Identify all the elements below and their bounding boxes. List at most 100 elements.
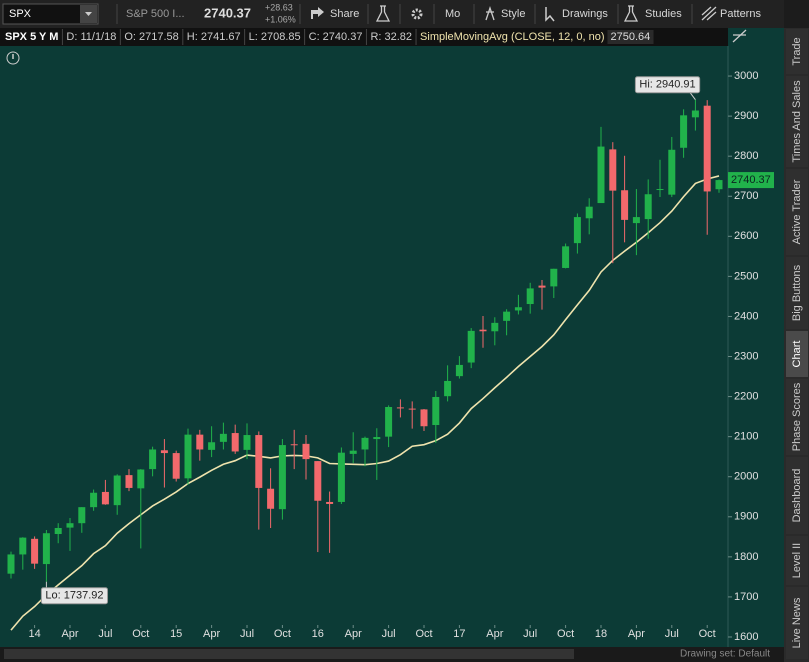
candle-body — [302, 443, 310, 460]
candle-body — [396, 407, 404, 409]
y-tick-label: 2200 — [734, 390, 758, 402]
y-tick-label: 2400 — [734, 310, 758, 322]
style-icon[interactable] — [485, 5, 495, 21]
candle-body — [656, 189, 664, 191]
sidebar-tab-label[interactable]: Chart — [791, 341, 803, 368]
candle-body — [703, 105, 711, 192]
candle-body — [385, 407, 393, 437]
candle-body — [267, 488, 275, 509]
candle-body — [90, 492, 98, 508]
sidebar-tab[interactable] — [786, 457, 808, 534]
sidebar-tab[interactable] — [786, 379, 808, 455]
share-button[interactable]: Share — [330, 8, 359, 20]
sidebar-tab-label[interactable]: Active Trader — [791, 179, 803, 244]
sidebar-tab-label[interactable]: Level II — [791, 543, 803, 578]
style-button[interactable]: Style — [501, 8, 525, 20]
candle-body — [467, 330, 475, 363]
y-tick-label: 1900 — [734, 511, 758, 523]
candle-body — [632, 217, 640, 224]
y-tick-label: 2100 — [734, 431, 758, 443]
sidebar-tab-label[interactable]: Dashboard — [791, 469, 803, 523]
sidebar-tab-label[interactable]: Big Buttons — [791, 264, 803, 321]
last-price-label: 2740.37 — [731, 174, 771, 186]
x-tick-label: Apr — [486, 628, 503, 640]
share-icon[interactable] — [311, 7, 324, 19]
plot-area — [0, 28, 728, 647]
candle-body — [113, 475, 121, 506]
candle-body — [538, 285, 546, 288]
candle-body — [196, 434, 204, 450]
x-tick-label: Jul — [98, 628, 112, 640]
sidebar-tab[interactable] — [786, 257, 808, 329]
period-button[interactable]: Mo — [445, 8, 460, 20]
x-tick-label: Apr — [628, 628, 645, 640]
drawing-tool-icon[interactable] — [732, 29, 747, 43]
y-tick-label: 1800 — [734, 551, 758, 563]
header-item: H: 2741.67 — [187, 31, 241, 43]
flask-icon[interactable] — [375, 5, 391, 22]
toolbar — [0, 0, 784, 28]
sidebar-tab-label[interactable]: Times And Sales — [791, 80, 803, 163]
x-tick-label: Jul — [665, 628, 679, 640]
candle-body — [455, 364, 463, 377]
sidebar-tab-label[interactable]: Live News — [791, 597, 803, 648]
x-tick-label: Jul — [240, 628, 254, 640]
symbol-box[interactable] — [2, 3, 99, 25]
header-item: R: 32.82 — [370, 31, 412, 43]
x-tick-label: Oct — [557, 628, 574, 640]
alert-icon[interactable] — [6, 51, 20, 65]
candle-body — [314, 461, 322, 501]
scrollbar[interactable] — [4, 649, 574, 659]
candle-body — [184, 434, 192, 479]
patterns-icon[interactable] — [701, 6, 717, 21]
y-tick-label: 2300 — [734, 350, 758, 362]
header-item: D: 11/1/18 — [66, 31, 116, 43]
sidebar-tab[interactable] — [786, 331, 808, 377]
y-tick-label: 2600 — [734, 230, 758, 242]
studies-icon[interactable] — [623, 5, 639, 22]
candle-body — [208, 442, 216, 450]
sidebar-tab[interactable] — [786, 536, 808, 585]
study-value-box — [607, 30, 654, 44]
sidebar-tab[interactable] — [786, 76, 808, 167]
candle-body — [503, 311, 511, 321]
last-price-tag — [728, 172, 774, 189]
candle-body — [514, 307, 522, 311]
header-bar — [0, 28, 728, 46]
candle-body — [219, 433, 227, 442]
sidebar-tab-label[interactable]: Trade — [791, 37, 803, 65]
candle-body — [491, 322, 499, 332]
candle-body — [7, 554, 15, 574]
candle-body — [19, 537, 27, 555]
price-axis — [728, 28, 784, 647]
sidebar-tab[interactable] — [786, 169, 808, 255]
gear-icon[interactable] — [411, 8, 423, 20]
y-tick-label: 2900 — [734, 110, 758, 122]
drawings-icon[interactable] — [545, 7, 555, 22]
chart-marks: 1600 1700 1800 1900 2000 2100 2200 2300 2400 2500… — [7, 70, 774, 643]
sidebar-tab[interactable] — [786, 29, 808, 74]
y-tick-label: 1700 — [734, 591, 758, 603]
candle-body — [231, 433, 239, 452]
sidebar-tab-label[interactable]: Phase Scores — [791, 382, 803, 451]
candle-body — [715, 180, 723, 190]
x-tick-label: 14 — [28, 628, 40, 640]
sidebar-tab[interactable] — [786, 587, 808, 659]
x-tick-label: Oct — [699, 628, 716, 640]
lo-label: Lo: 1737.92 — [45, 590, 103, 602]
candle-body — [137, 469, 145, 489]
candle-body — [585, 206, 593, 219]
drawings-button[interactable]: Drawings — [562, 8, 608, 20]
x-tick-label: Jul — [523, 628, 537, 640]
y-tick-label: 2800 — [734, 150, 758, 162]
patterns-button[interactable]: Patterns — [720, 8, 761, 20]
x-tick-label: 16 — [312, 628, 324, 640]
candle-body — [172, 453, 180, 479]
candle-body — [361, 437, 369, 450]
toolbar-separators — [116, 4, 693, 24]
studies-button[interactable]: Studies — [645, 8, 682, 20]
last-price: 2740.37 — [204, 5, 251, 20]
x-tick-label: 18 — [595, 628, 607, 640]
